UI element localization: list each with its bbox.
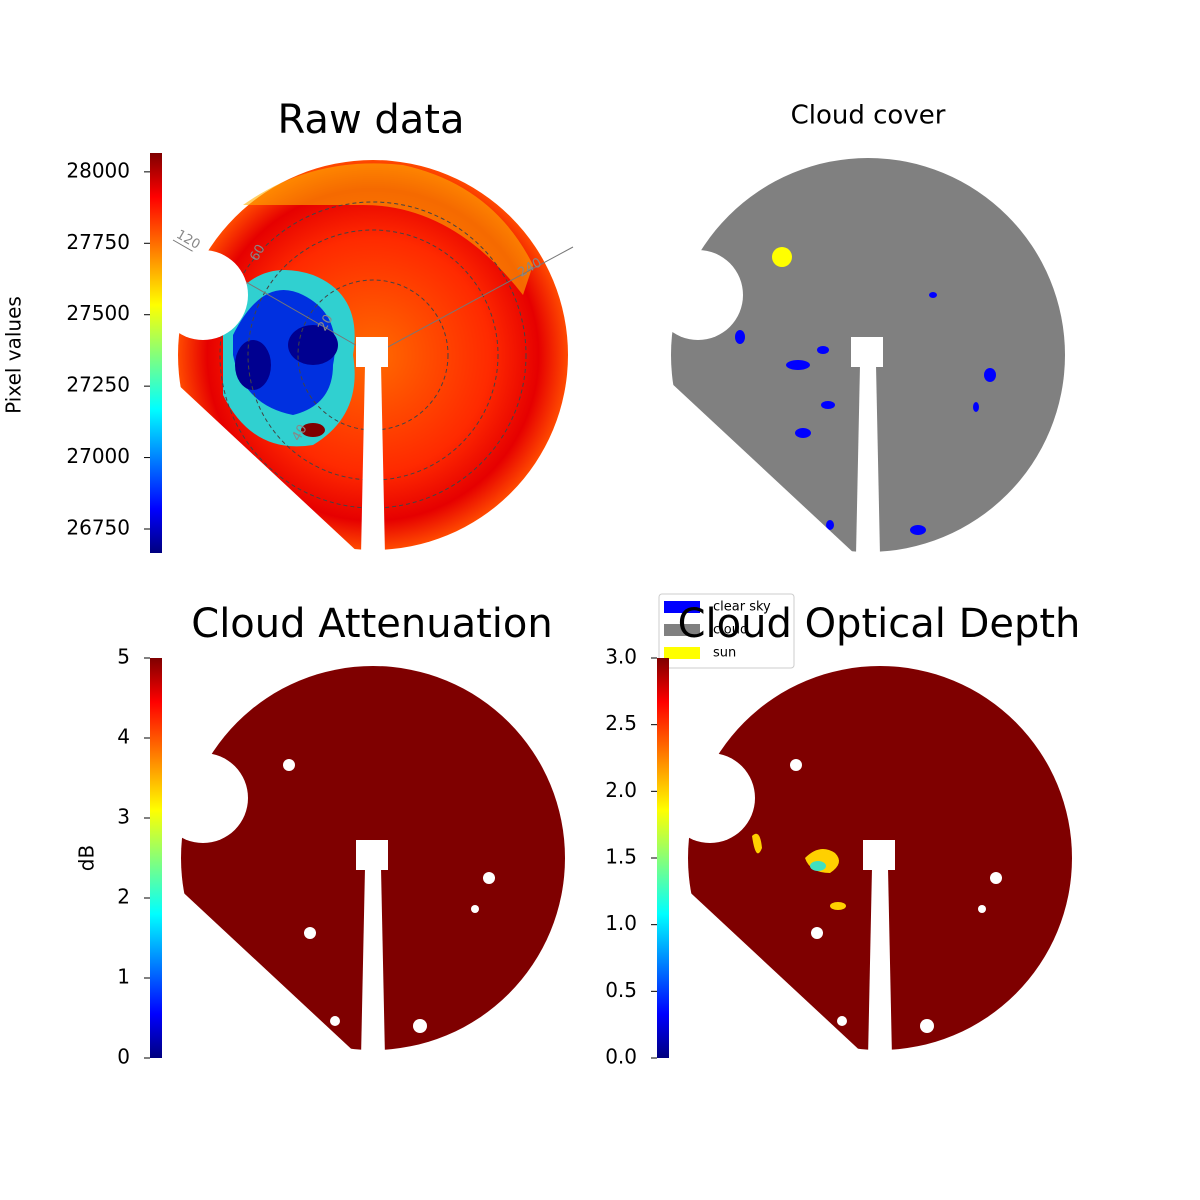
panel-title: Cloud cover: [791, 101, 946, 131]
panel-title: Raw data: [278, 97, 465, 143]
legend-swatch: [664, 647, 700, 659]
mask: [653, 250, 743, 340]
colorbar-tick-label: 1.0: [605, 911, 637, 935]
colorbar-tick-label: 2.5: [605, 711, 637, 735]
clear-sky-region: [735, 330, 745, 344]
colorbar-tick-label: 3.0: [605, 645, 637, 669]
colorbar-tick-label: 3: [117, 805, 130, 829]
colorbar-tick-label: 2.0: [605, 778, 637, 802]
colorbar-tick-label: 1: [117, 965, 130, 989]
colorbar-tick-label: 1.5: [605, 845, 637, 869]
mast: [851, 337, 883, 367]
legend-label: clear sky: [713, 600, 771, 615]
clear-sky-region: [826, 520, 834, 530]
polar-annotation: 40: [289, 422, 310, 444]
polar-annotation: 60: [247, 242, 268, 264]
colorbar-tick-label: 27750: [66, 230, 130, 254]
colorbar: [150, 658, 162, 1058]
legend-label: cloud: [713, 623, 748, 638]
colorbar-tick-label: 2: [117, 885, 130, 909]
clear-sky-region: [973, 402, 979, 412]
sun-region: [772, 247, 792, 267]
colorbar-tick-label: 0: [117, 1045, 130, 1069]
clear-sky-region: [795, 428, 811, 438]
legend-label: sun: [713, 646, 736, 661]
clear-sky-region: [821, 401, 835, 409]
legend-swatch: [664, 601, 700, 613]
polar-annotation: 20: [315, 312, 336, 334]
clear-sky-region: [786, 360, 810, 370]
colorbar-tick-label: 26750: [66, 516, 130, 540]
clear-sky-region: [910, 525, 926, 535]
colorbar-tick-label: 0.5: [605, 978, 637, 1002]
clear-sky-region: [984, 368, 996, 382]
panel-title: Cloud Optical Depth: [678, 601, 1081, 647]
mast: [856, 365, 880, 555]
colorbar-label: Pixel values: [2, 296, 26, 414]
colorbar-tick-label: 27250: [66, 373, 130, 397]
colorbar-label: dB: [75, 845, 99, 871]
cloud-cover-image: [648, 158, 1065, 575]
colorbar-tick-label: 28000: [66, 158, 130, 182]
colorbar: [150, 153, 162, 553]
colorbar-tick-label: 27500: [66, 301, 130, 325]
colorbar-tick-label: 27000: [66, 444, 130, 468]
mask: [648, 380, 856, 575]
legend-swatch: [664, 624, 700, 636]
raw-image: [153, 160, 574, 575]
attenuation-image: [153, 666, 565, 1078]
panel-title: Cloud Attenuation: [191, 601, 552, 647]
colorbar-tick-label: 5: [117, 645, 130, 669]
clear-sky-region: [929, 292, 937, 298]
colorbar-tick-label: 4: [117, 725, 130, 749]
optical-depth-image: [660, 666, 1072, 1078]
colorbar-tick-label: 0.0: [605, 1045, 637, 1069]
colorbar: [657, 658, 669, 1058]
clear-sky-region: [817, 346, 829, 354]
